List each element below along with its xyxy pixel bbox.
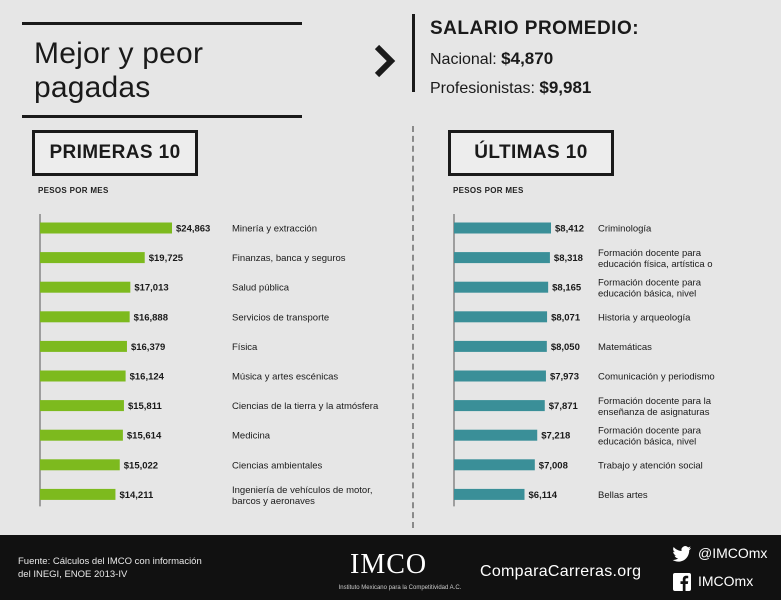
bar xyxy=(40,252,145,264)
bar xyxy=(40,281,131,293)
value-label: $24,863 xyxy=(176,224,210,235)
salary-summary: SALARIO PROMEDIO: Nacional: $4,870 Profe… xyxy=(430,18,639,98)
bar xyxy=(454,281,549,293)
bar xyxy=(454,222,551,234)
value-label: $6,114 xyxy=(529,490,558,501)
salary-profesionistas: Profesionistas: $9,981 xyxy=(430,78,639,98)
bar xyxy=(454,311,548,323)
bar xyxy=(40,222,172,234)
imco-logo: IMCO xyxy=(350,549,428,580)
bar xyxy=(40,488,116,500)
title-top-rule xyxy=(22,22,302,25)
value-label: $15,614 xyxy=(127,431,162,442)
bar xyxy=(454,370,546,382)
category-label: Matemáticas xyxy=(598,342,652,353)
value-label: $15,811 xyxy=(128,401,163,412)
nacional-label: Nacional: xyxy=(430,51,497,68)
value-label: $8,412 xyxy=(555,224,584,235)
category-label: Minería y extracción xyxy=(232,224,317,235)
category-label: Formación docente para educación básica, … xyxy=(598,278,702,300)
bar xyxy=(454,400,545,412)
category-label: Trabajo y atención social xyxy=(598,460,703,471)
imco-logo-subtitle: Instituto Mexicano para la Competitivida… xyxy=(338,585,462,591)
right-unit-label: PESOS POR MES xyxy=(453,186,524,195)
center-divider xyxy=(412,126,414,528)
right-chart-title: ÚLTIMAS 10 xyxy=(448,130,614,176)
left-chart-title: PRIMERAS 10 xyxy=(32,130,198,176)
bar xyxy=(454,459,535,471)
category-label: Ciencias de la tierra y la atmósfera xyxy=(232,401,379,412)
category-label: Bellas artes xyxy=(598,490,648,501)
value-label: $8,318 xyxy=(554,253,583,264)
category-label: Medicina xyxy=(232,431,271,442)
facebook-link[interactable]: IMCOmx xyxy=(672,573,754,592)
bar xyxy=(454,488,525,500)
value-label: $16,888 xyxy=(134,312,168,323)
value-label: $16,379 xyxy=(131,342,165,353)
value-label: $7,008 xyxy=(539,460,568,471)
facebook-handle: IMCOmx xyxy=(698,573,754,589)
category-label: Ciencias ambientales xyxy=(232,460,323,471)
category-label: Criminología xyxy=(598,224,652,235)
footer: Fuente: Cálculos del IMCO con informació… xyxy=(0,535,781,600)
header-divider xyxy=(412,14,415,92)
bar xyxy=(40,370,126,382)
page-title: Mejor y peor pagadas xyxy=(34,37,204,104)
value-label: $7,973 xyxy=(550,372,579,383)
source-note: Fuente: Cálculos del IMCO con informació… xyxy=(18,555,202,581)
value-label: $19,725 xyxy=(149,253,184,264)
nacional-value: $4,870 xyxy=(501,49,554,68)
value-label: $17,013 xyxy=(134,283,168,294)
salary-nacional: Nacional: $4,870 xyxy=(430,49,639,69)
bar xyxy=(454,340,547,352)
left-unit-label: PESOS POR MES xyxy=(38,186,109,195)
category-label: Formación docente para la enseñanza de as… xyxy=(598,396,712,418)
category-label: Servicios de transporte xyxy=(232,312,329,323)
category-label: Salud pública xyxy=(232,283,290,294)
profesionistas-value: $9,981 xyxy=(539,78,592,97)
value-label: $7,871 xyxy=(549,401,579,412)
bar xyxy=(40,429,123,441)
source-line-1: Fuente: Cálculos del IMCO con informació… xyxy=(18,556,202,567)
chevron-right-icon xyxy=(374,44,396,78)
category-label: Historia y arqueología xyxy=(598,312,691,323)
salary-title: SALARIO PROMEDIO: xyxy=(430,18,640,39)
bar xyxy=(40,459,120,471)
value-label: $8,071 xyxy=(551,312,581,323)
value-label: $16,124 xyxy=(130,372,165,383)
facebook-icon xyxy=(673,573,691,592)
twitter-link[interactable]: @IMCOmx xyxy=(672,545,767,563)
value-label: $8,165 xyxy=(552,283,582,294)
profesionistas-label: Profesionistas: xyxy=(430,80,535,97)
value-label: $7,218 xyxy=(541,431,570,442)
bar xyxy=(454,252,550,264)
bar xyxy=(40,311,130,323)
value-label: $8,050 xyxy=(551,342,580,353)
bar xyxy=(454,429,538,441)
twitter-handle: @IMCOmx xyxy=(698,545,768,561)
value-label: $14,211 xyxy=(119,490,154,501)
source-line-2: del INEGI, ENOE 2013-IV xyxy=(18,569,128,580)
twitter-icon xyxy=(672,546,691,562)
value-label: $15,022 xyxy=(124,460,158,471)
title-block: Mejor y peor pagadas xyxy=(22,22,302,118)
category-label: Formación docente para educación básica, … xyxy=(598,426,702,448)
category-label: Física xyxy=(232,342,258,353)
site-link[interactable]: ComparaCarreras.org xyxy=(480,563,642,580)
bar xyxy=(40,340,127,352)
category-label: Música y artes escénicas xyxy=(232,372,338,383)
bar-charts: $24,863 Minería y extracción $19,725 Finanz… xyxy=(39,214,715,507)
category-label: Ingeniería de vehículos de motor, barcos … xyxy=(232,485,372,507)
category-label: Formación docente para educación física, … xyxy=(598,248,713,270)
bar xyxy=(40,400,124,412)
category-label: Finanzas, banca y seguros xyxy=(232,253,346,264)
title-bottom-rule xyxy=(22,115,302,118)
category-label: Comunicación y periodismo xyxy=(598,372,715,383)
